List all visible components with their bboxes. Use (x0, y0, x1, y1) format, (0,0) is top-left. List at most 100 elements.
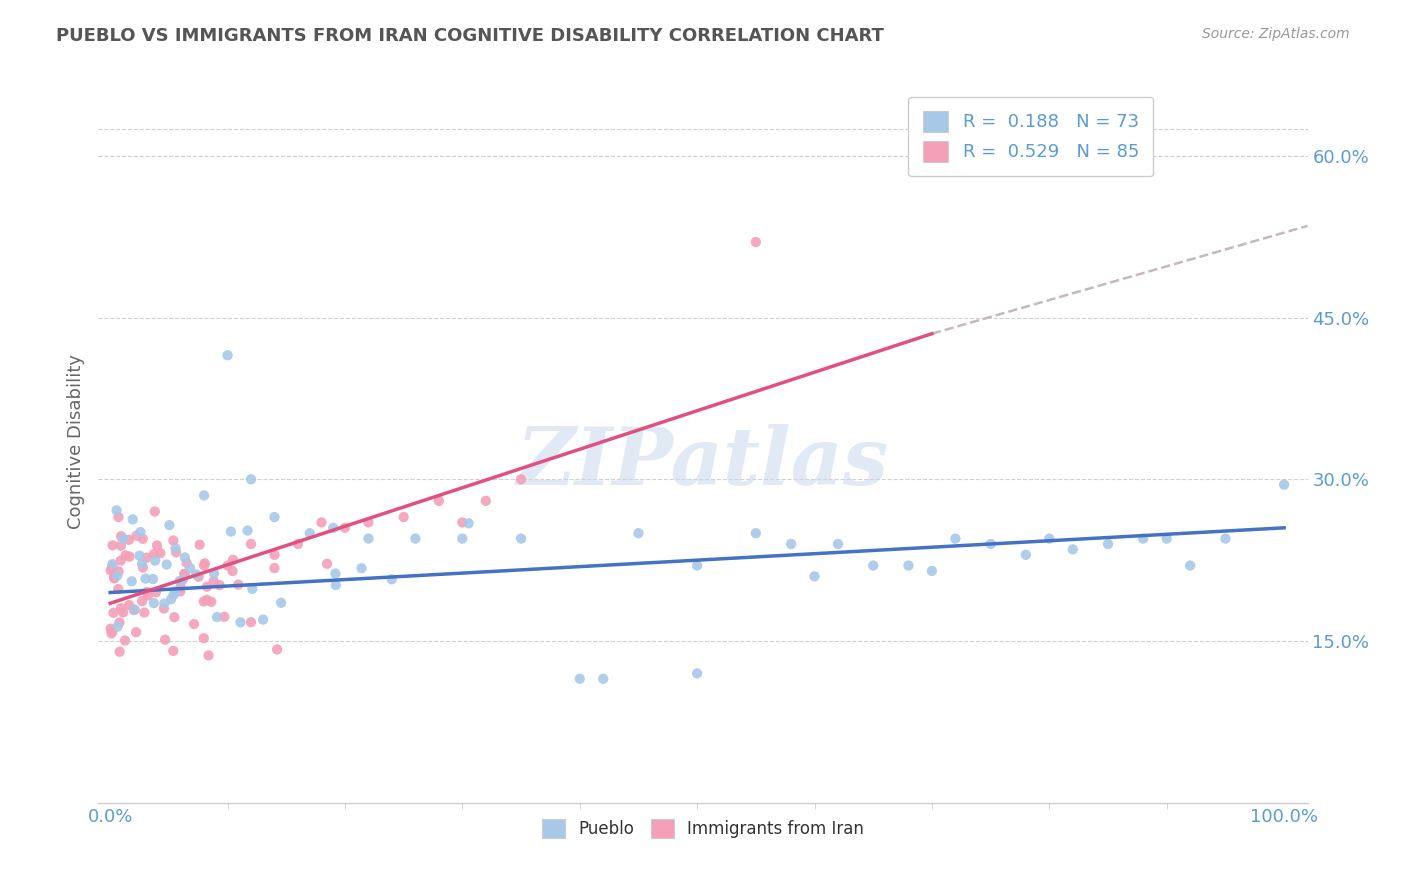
Point (270, 596, 292, 610)
Point (202, 574, 225, 589)
Point (165, 541, 187, 556)
Point (226, 577, 249, 591)
Point (105, 569, 128, 583)
Point (101, 560, 124, 574)
Point (193, 632, 215, 646)
Point (568, 672, 591, 686)
Point (1180, 558, 1202, 573)
Point (298, 526, 321, 541)
Point (357, 516, 380, 530)
Text: Source: ZipAtlas.com: Source: ZipAtlas.com (1202, 27, 1350, 41)
Point (325, 578, 347, 592)
Point (263, 510, 285, 524)
Point (214, 609, 236, 624)
Point (129, 525, 152, 540)
Point (101, 624, 124, 639)
Point (1156, 532, 1178, 546)
Point (188, 538, 211, 552)
Point (145, 585, 167, 599)
Point (236, 524, 259, 538)
Point (100, 622, 122, 636)
Point (157, 518, 180, 533)
Point (311, 516, 333, 530)
Point (333, 521, 356, 535)
Point (142, 596, 165, 610)
Point (107, 619, 129, 633)
Point (128, 549, 150, 563)
Point (1272, 477, 1295, 491)
Point (193, 594, 215, 608)
Point (686, 666, 709, 681)
Point (980, 537, 1002, 551)
Point (195, 580, 218, 594)
Point (287, 537, 309, 551)
Point (160, 592, 183, 607)
Point (142, 572, 165, 586)
Point (193, 488, 215, 502)
Point (162, 533, 184, 548)
Text: ZIPatlas: ZIPatlas (517, 425, 889, 502)
Point (1015, 548, 1038, 562)
Point (153, 632, 176, 647)
Point (392, 510, 415, 524)
Point (510, 532, 533, 546)
Point (263, 561, 285, 575)
Point (1132, 532, 1154, 546)
Point (112, 606, 135, 620)
Point (173, 567, 195, 582)
Point (457, 516, 479, 531)
Point (862, 558, 884, 573)
Point (827, 537, 849, 551)
Point (101, 538, 124, 552)
Point (101, 559, 124, 574)
Point (219, 524, 242, 539)
Point (131, 557, 153, 571)
Point (1062, 542, 1084, 557)
Point (108, 645, 131, 659)
Point (202, 566, 225, 581)
Point (165, 584, 187, 599)
Point (745, 526, 768, 541)
Point (135, 572, 157, 586)
Point (125, 625, 148, 640)
Point (451, 516, 474, 530)
Point (222, 552, 245, 566)
Point (172, 573, 194, 587)
Point (105, 503, 128, 517)
Point (110, 539, 132, 553)
Point (118, 549, 141, 564)
Point (179, 561, 201, 575)
Point (153, 596, 176, 610)
Point (686, 558, 709, 573)
Point (240, 582, 263, 596)
Point (427, 493, 450, 508)
Point (149, 546, 172, 560)
Point (897, 558, 920, 573)
Point (134, 606, 156, 620)
Point (110, 553, 132, 567)
Point (240, 472, 263, 486)
Point (163, 610, 186, 624)
Point (200, 595, 222, 609)
Point (110, 601, 132, 615)
Point (195, 592, 218, 607)
Point (135, 550, 157, 565)
Point (208, 578, 231, 592)
Point (197, 648, 219, 663)
Point (451, 532, 474, 546)
Point (114, 633, 136, 648)
Point (108, 615, 131, 630)
Point (100, 626, 122, 640)
Point (183, 617, 205, 632)
Point (103, 571, 125, 585)
Point (103, 570, 125, 584)
Point (162, 644, 184, 658)
Point (135, 585, 157, 599)
Point (125, 529, 148, 543)
Point (240, 537, 263, 551)
Point (803, 569, 825, 583)
Point (221, 564, 243, 578)
Point (266, 642, 288, 657)
Y-axis label: Cognitive Disability: Cognitive Disability (66, 354, 84, 529)
Point (252, 613, 274, 627)
